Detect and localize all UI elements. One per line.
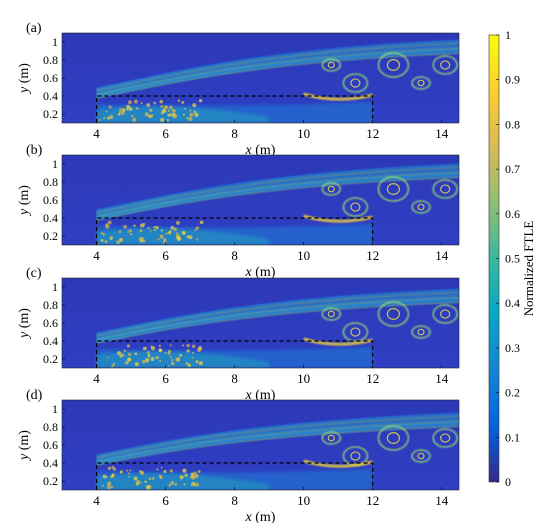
y-axis-label: y (m) (17, 185, 32, 217)
y-tick-label: 1 (52, 157, 58, 171)
panel-d: (d) 0.2 0.4 0.6 0.8 1 y (m) 4 6 8 10 12 14 x (m) (17, 388, 464, 523)
y-tick-label: 0.8 (43, 298, 58, 312)
x-tick-label: 8 (231, 493, 238, 508)
y-tick-label: 0.4 (43, 456, 58, 470)
colorbar-tick-label: 1 (505, 28, 511, 42)
panel-c: (c)0.20.40.60.81y (m)4 6 8 10 12 14x (m) (17, 266, 464, 403)
y-axis-label: y (m) (17, 430, 32, 462)
y-tick-label: 0.8 (43, 420, 58, 434)
colorbar-tick-label: 0.2 (505, 386, 520, 400)
ftle-field (62, 155, 464, 245)
x-tick-label: 14 (435, 371, 449, 386)
x-tick-label: 4 (93, 371, 100, 386)
y-tick-label: 1 (52, 280, 58, 294)
colorbar-tick-label: 0.7 (505, 162, 520, 176)
y-tick-label: 0.4 (43, 89, 58, 103)
colorbar-tick-label: 0.1 (505, 430, 520, 444)
x-tick-label: 8 (231, 371, 238, 386)
y-tick-label: 0.4 (43, 334, 58, 348)
y-tick-label: 0.2 (43, 352, 58, 366)
x-tick-label: 6 (162, 371, 169, 386)
y-tick-label: 0.8 (43, 175, 58, 189)
colorbar-label: Normalized FTLE (521, 221, 536, 317)
x-tick-label: 10 (297, 371, 310, 386)
x-tick-label: 6 (162, 493, 169, 508)
x-tick-label: 14 (435, 493, 449, 508)
y-tick-label: 0.2 (43, 474, 58, 488)
panel-label: (a) (26, 21, 42, 36)
colorbar-tick-label: 0.3 (505, 341, 520, 355)
colorbar-tick-label: 0.9 (505, 73, 520, 87)
x-tick-label: 14 (435, 126, 449, 141)
panel-label: (d) (26, 388, 43, 403)
x-tick-label: 6 (162, 126, 169, 141)
y-axis-label: y (m) (17, 308, 32, 340)
colorbar: 0 0.1 0.2 0.3 0.4 0.5 0.6 0.7 0.8 0.9 1 Normalized … (489, 28, 536, 489)
x-tick-label: 10 (297, 493, 310, 508)
x-axis-label: x (m) (245, 510, 276, 523)
y-tick-label: 0.6 (43, 316, 58, 330)
y-tick-label: 1 (52, 402, 58, 416)
colorbar-tick-label: 0.8 (505, 117, 520, 131)
panel-label: (c) (26, 266, 42, 281)
colorbar-tick-label: 0.6 (505, 207, 520, 221)
ftle-field (62, 33, 464, 123)
x-tick-label: 12 (366, 126, 379, 141)
ftle-field (62, 400, 464, 490)
y-tick-label: 0.6 (43, 71, 58, 85)
x-tick-label: 8 (231, 248, 238, 263)
y-tick-label: 1 (52, 35, 58, 49)
x-tick-label: 6 (162, 248, 169, 263)
x-tick-label: 14 (435, 248, 449, 263)
ftle-field (62, 278, 464, 368)
y-tick-label: 0.2 (43, 229, 58, 243)
y-tick-label: 0.4 (43, 211, 58, 225)
y-tick-label: 0.6 (43, 193, 58, 207)
x-tick-label: 8 (231, 126, 238, 141)
panel-label: (b) (26, 143, 43, 158)
x-tick-label: 10 (297, 126, 310, 141)
x-tick-label: 4 (93, 248, 100, 263)
panel-b: (b)0.20.40.60.81y (m)4 6 8 10 12 14x (m) (17, 143, 464, 280)
colorbar-tick-label: 0 (505, 475, 511, 489)
panel-a: (a)0.20.40.60.81y (m)4 6 8 10 12 14x (m) (17, 21, 464, 158)
x-tick-label: 12 (366, 248, 379, 263)
x-tick-label: 4 (93, 126, 100, 141)
y-tick-label: 0.8 (43, 53, 58, 67)
x-tick-label: 4 (93, 493, 100, 508)
x-tick-label: 10 (297, 248, 310, 263)
y-tick-label: 0.2 (43, 107, 58, 121)
x-tick-label: 12 (366, 371, 379, 386)
colorbar-tick-label: 0.4 (505, 296, 520, 310)
y-axis-label: y (m) (17, 63, 32, 95)
x-tick-label: 12 (366, 493, 379, 508)
y-tick-label: 0.6 (43, 438, 58, 452)
panels: (a)0.20.40.60.81y (m)4 6 8 10 12 14x (m)(b)0.… (17, 21, 464, 523)
colorbar-tick-label: 0.5 (505, 252, 520, 266)
